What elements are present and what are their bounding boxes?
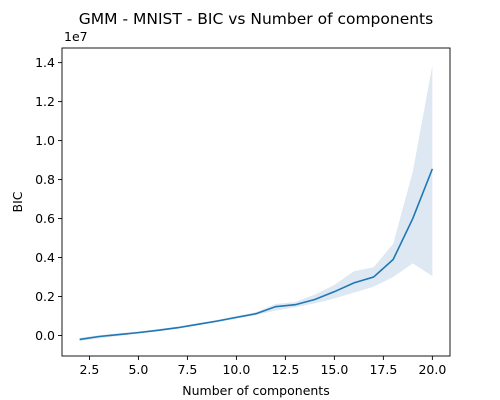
confidence-band [79, 65, 433, 341]
x-axis: 2.5 5.0 7.5 10.0 12.5 15.0 17.5 20.0 [79, 356, 446, 377]
x-tick-label: 10.0 [222, 362, 250, 377]
y-tick-label: 0.6 [35, 211, 55, 226]
plot-area [79, 65, 434, 341]
x-tick-label: 17.5 [369, 362, 397, 377]
y-tick-label: 1.0 [35, 133, 55, 148]
y-tick-label: 0.8 [35, 172, 55, 187]
x-tick-label: 20.0 [418, 362, 446, 377]
y-tick-label: 0.0 [35, 328, 55, 343]
x-axis-label: Number of components [182, 383, 329, 398]
y-axis: 0.0 0.2 0.4 0.6 0.8 1.0 1.2 1.4 [35, 55, 62, 343]
x-tick-label: 12.5 [271, 362, 299, 377]
bic-series-line [79, 168, 434, 341]
x-tick-label: 5.0 [128, 362, 148, 377]
y-tick-label: 0.4 [35, 250, 55, 265]
chart-title: GMM - MNIST - BIC vs Number of component… [79, 10, 433, 28]
y-tick-label: 1.2 [35, 94, 55, 109]
y-tick-label: 0.2 [35, 289, 55, 304]
y-axis-label: BIC [10, 191, 25, 212]
y-offset-label: 1e7 [64, 29, 88, 44]
y-tick-label: 1.4 [35, 55, 55, 70]
x-tick-label: 2.5 [79, 362, 99, 377]
plot-frame [61, 47, 451, 357]
x-tick-label: 15.0 [320, 362, 348, 377]
x-tick-label: 7.5 [177, 362, 197, 377]
